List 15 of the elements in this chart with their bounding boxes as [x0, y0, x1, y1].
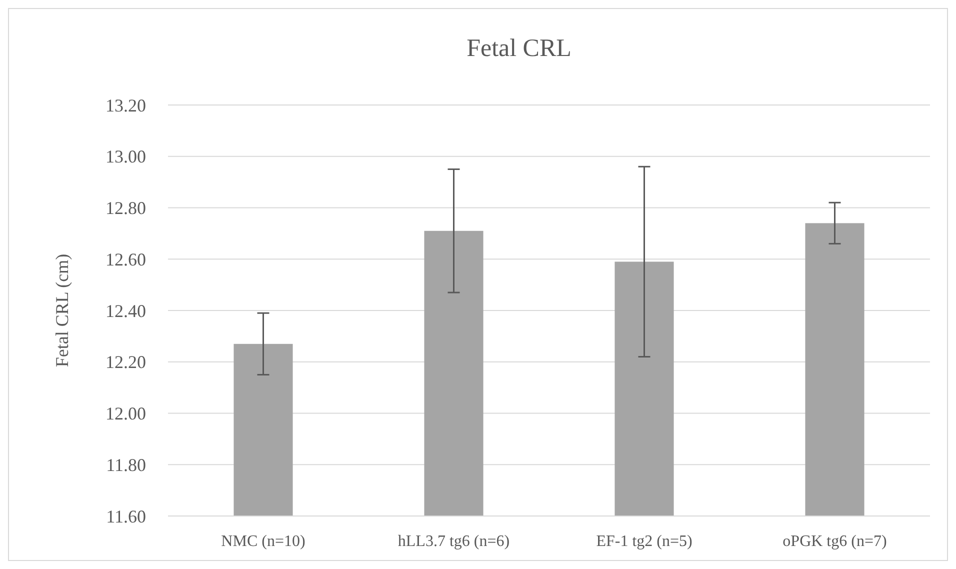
y-tick-label: 12.40 — [106, 300, 146, 321]
y-axis-title: Fetal CRL (cm) — [52, 254, 72, 368]
y-tick-label: 13.20 — [106, 95, 146, 116]
y-tick-label: 11.60 — [106, 506, 146, 526]
chart-title: Fetal CRL — [466, 35, 572, 62]
x-tick-label: EF-1 tg2 (n=5) — [596, 533, 692, 550]
y-tick-label: 12.80 — [106, 198, 146, 218]
x-tick-label: oPGK tg6 (n=7) — [782, 533, 887, 550]
x-tick-label: NMC (n=10) — [221, 533, 306, 550]
y-tick-label: 11.80 — [106, 454, 146, 475]
y-tick-label: 12.20 — [106, 352, 146, 372]
y-tick-label: 12.60 — [106, 249, 146, 270]
y-tick-label: 13.00 — [106, 146, 146, 167]
y-tick-label: 12.00 — [106, 404, 146, 424]
x-tick-label: hLL3.7 tg6 (n=6) — [398, 533, 510, 550]
